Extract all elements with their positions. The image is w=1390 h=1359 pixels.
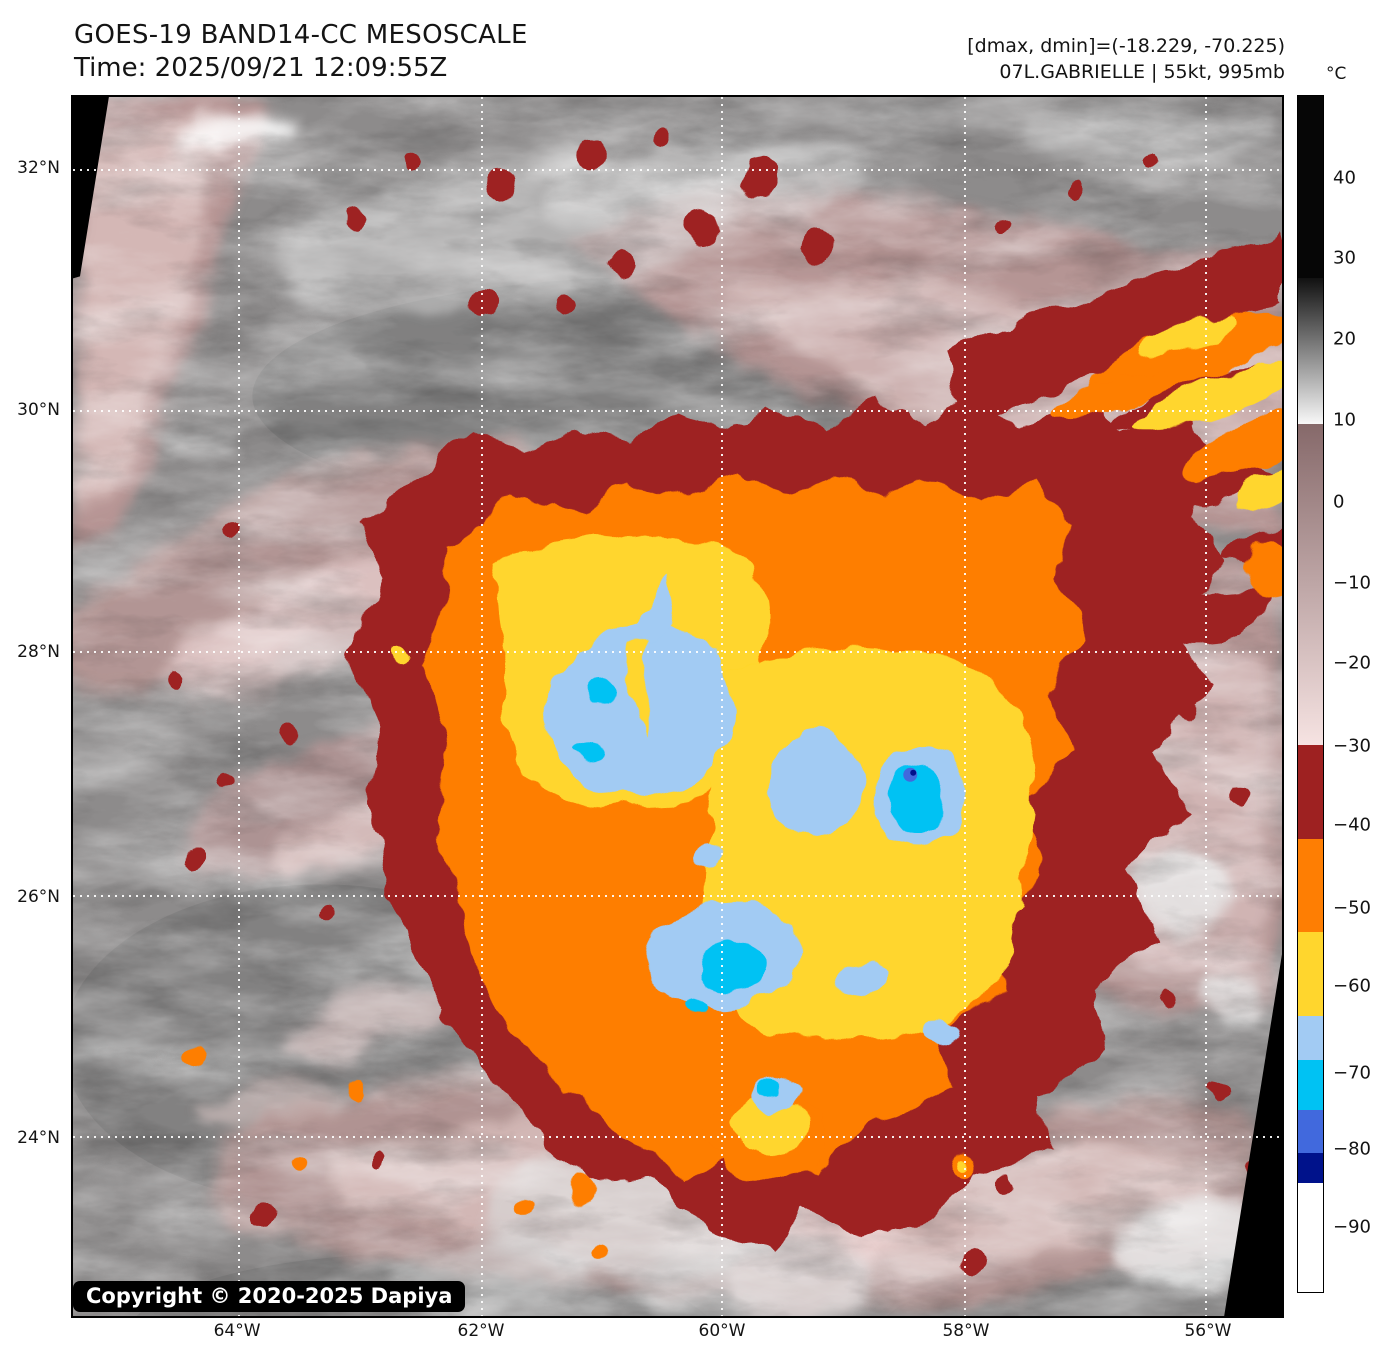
colorbar-tick-label: −30 <box>1333 735 1371 756</box>
colorbar-tick-label: −20 <box>1333 652 1371 674</box>
colorbar-tick-label: 0 <box>1333 491 1345 513</box>
colorbar-segment <box>1298 1059 1323 1111</box>
colorbar-segment <box>1298 1153 1323 1184</box>
colorbar-tick-label: −40 <box>1333 814 1371 836</box>
lon-axis: 64°W 62°W 60°W 58°W 56°W <box>71 1321 1284 1347</box>
satellite-imagery <box>73 97 1282 1316</box>
colorbar-tick-label: −80 <box>1333 1138 1371 1160</box>
colorbar-segment <box>1298 1110 1323 1154</box>
colorbar-tick-label: −90 <box>1333 1216 1371 1238</box>
colorbar-segment <box>1298 745 1323 839</box>
colorbar-tick-label: 40 <box>1333 167 1356 189</box>
cold-top-light-blue <box>546 580 969 1109</box>
annotation-block: [dmax, dmin]=(-18.229, -70.225) 07L.GABR… <box>967 33 1285 85</box>
colorbar-tick-label: −10 <box>1333 572 1371 594</box>
colorbar-segment <box>1298 277 1323 424</box>
dmax-dmin-label: [dmax, dmin]=(-18.229, -70.225) <box>967 35 1285 57</box>
colorbar-tick-label: 20 <box>1333 328 1356 350</box>
satellite-map: Copyright © 2020-2025 Dapiya <box>71 95 1284 1318</box>
lat-tick-label: 26°N <box>17 887 60 908</box>
lat-axis: 32°N 30°N 28°N 26°N 24°N <box>0 95 66 1318</box>
colorbar-tick-label: 30 <box>1333 247 1356 269</box>
colorbar-tick-label: 10 <box>1333 409 1356 431</box>
colorbar-tick-label: −70 <box>1333 1062 1371 1084</box>
cold-top-extreme <box>903 767 918 782</box>
colorbar-ticks: 40 30 20 10 0 −10 −20 −30 −40 −50 −60 −70 −80 −90 <box>1333 95 1390 1293</box>
copyright-badge: Copyright © 2020-2025 Dapiya <box>73 1281 466 1312</box>
colorbar-tick-label: −60 <box>1333 975 1371 997</box>
lat-tick-label: 32°N <box>17 158 60 178</box>
lon-tick-label: 60°W <box>698 1321 746 1341</box>
lon-tick-label: 56°W <box>1184 1321 1232 1341</box>
lon-tick-label: 58°W <box>942 1321 990 1341</box>
timestamp-label: Time: 2025/09/21 12:09:55Z <box>74 53 448 83</box>
colorbar <box>1297 95 1324 1293</box>
lat-tick-label: 28°N <box>17 641 60 662</box>
colorbar-tick-label: −50 <box>1333 897 1371 919</box>
colorbar-segment <box>1298 1183 1323 1292</box>
lat-tick-label: 30°N <box>17 400 60 421</box>
lon-tick-label: 62°W <box>457 1321 505 1341</box>
page-title: GOES-19 BAND14-CC MESOSCALE <box>74 20 528 50</box>
cold-top-yellow-slot <box>627 640 650 735</box>
cold-top-cyan <box>577 679 949 1097</box>
colorbar-segment <box>1298 423 1323 746</box>
colorbar-segment <box>1298 96 1323 278</box>
colorbar-segment <box>1298 932 1323 1016</box>
colorbar-unit-label: °C <box>1326 64 1347 84</box>
lat-tick-label: 24°N <box>17 1127 60 1148</box>
lon-tick-label: 64°W <box>213 1321 261 1341</box>
storm-id-label: 07L.GABRIELLE | 55kt, 995mb <box>999 61 1285 83</box>
colorbar-segment <box>1298 1015 1323 1060</box>
colorbar-segment <box>1298 838 1323 932</box>
